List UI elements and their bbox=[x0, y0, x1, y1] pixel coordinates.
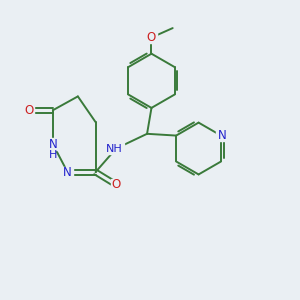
Bar bbox=[23, 105, 34, 116]
Text: O: O bbox=[24, 104, 33, 117]
Bar bbox=[45, 138, 61, 150]
Text: NH: NH bbox=[106, 143, 123, 154]
Text: N: N bbox=[49, 138, 57, 151]
Bar bbox=[62, 167, 73, 177]
Text: H: H bbox=[49, 150, 57, 160]
Bar bbox=[111, 179, 122, 190]
Text: N: N bbox=[218, 129, 227, 142]
Bar bbox=[105, 142, 124, 154]
Bar bbox=[146, 32, 157, 43]
Text: N: N bbox=[63, 166, 72, 178]
Bar bbox=[216, 130, 226, 141]
Text: O: O bbox=[112, 178, 121, 191]
Text: O: O bbox=[147, 31, 156, 44]
